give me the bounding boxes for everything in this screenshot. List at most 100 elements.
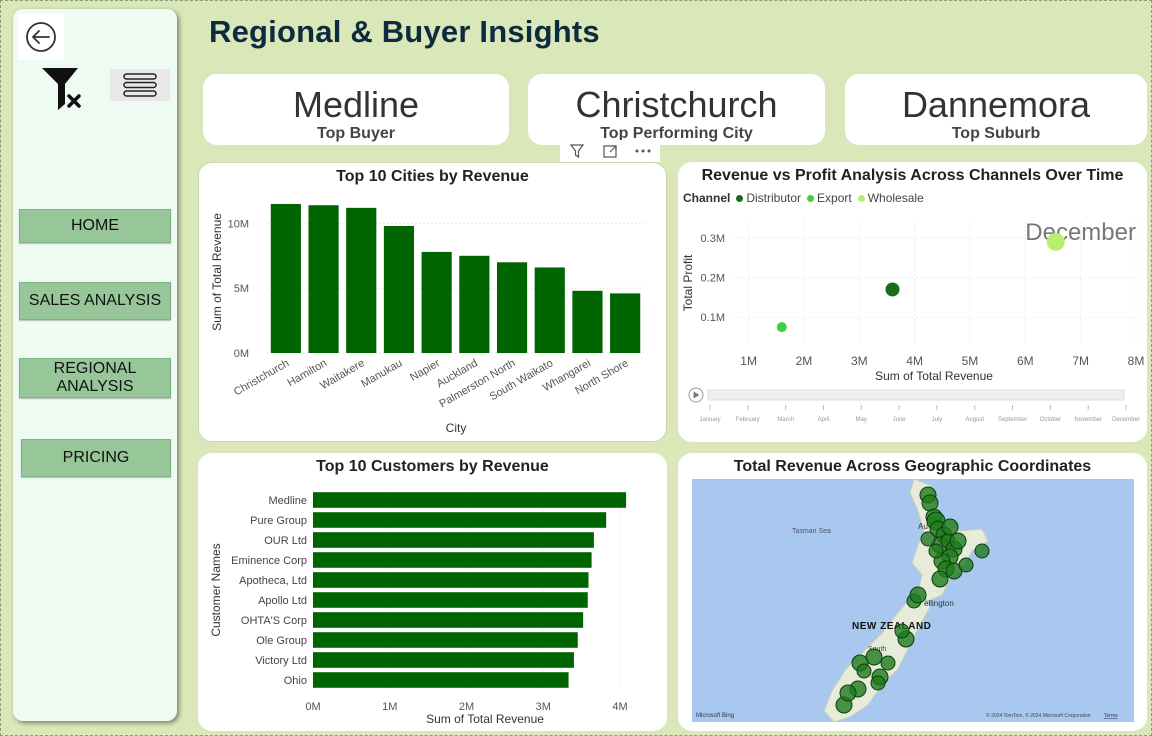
visual-title: Top 10 Customers by Revenue [316,458,549,475]
legend-title: Channel [683,191,731,205]
filter-icon [569,144,584,159]
map-marker [920,531,936,547]
scatter-legend: Channel Distributor Export Wholesale [683,191,924,205]
kpi-value: Christchurch [575,84,778,125]
customers-revenue-visual[interactable]: Top 10 Customers by Revenue 0M 1M 2M 3M 4M Me… [198,453,667,731]
map-marker [931,570,949,588]
map-marker [894,623,910,639]
more-options-button[interactable] [626,140,660,162]
sidebar: HOME SALES ANALYSIS REGIONAL ANALYSIS PR… [13,9,177,721]
scatter-chart: 1M 2M 3M 4M 5M 6M 7M 8M 0.1M 0.2M 0.3M Total Profit… [681,219,1145,423]
visual-title: Total Revenue Across Geographic Coordina… [733,458,1092,475]
bing-logo: Microsoft Bing [696,713,734,719]
focus-mode-icon [603,145,617,158]
city-label: Au [918,522,928,531]
nav-pricing-button[interactable]: PRICING [21,439,171,477]
x-tick-label: 3M [536,701,551,713]
kpi-card-top-suburb[interactable]: Dannemora Top Suburb [845,74,1147,145]
bar [313,612,584,628]
x-tick-label: 1M [740,354,757,368]
bar [313,492,627,508]
bar [313,652,574,668]
play-axis-month-label: March [777,417,794,423]
map-marker [880,655,896,671]
y-tick-label: Medline [268,495,307,507]
kpi-label: Top Suburb [951,125,1041,142]
map-marker [909,586,927,604]
y-tick-label: Victory Ltd [255,655,307,667]
nav-regional-analysis-button[interactable]: REGIONAL ANALYSIS [19,358,171,398]
x-tick-label: 7M [1072,354,1089,368]
x-tick-label: Manukau [359,357,404,390]
cities-revenue-visual[interactable]: Top 10 Cities by Revenue 0M 5M 10M Christch… [198,162,667,442]
play-axis-current-label: December [1025,219,1136,246]
legend-item-wholesale[interactable]: Wholesale [857,191,924,205]
cities-bar-chart: 0M5M10MChristchurchHamiltonWaitakereManu… [210,203,644,435]
sea-label: Tasman Sea [792,528,831,535]
x-tick-label: 8M [1128,354,1145,368]
map-marker [949,532,967,550]
y-tick-label: 10M [228,218,249,230]
y-tick-label: 5M [234,283,249,295]
play-axis-month-label: April [817,417,829,423]
visual-title: Top 10 Cities by Revenue [336,168,529,185]
x-axis-title: City [446,421,467,435]
play-icon [693,391,700,399]
map-marker [941,518,959,536]
y-tick-label: Apotheca, Ltd [239,575,307,587]
map-marker [928,543,944,559]
back-button[interactable] [18,14,64,60]
play-axis-month-label: June [893,417,907,423]
bar [534,267,565,353]
play-axis-month-label: November [1074,417,1102,423]
scatter-point [776,322,787,333]
focus-mode-button[interactable] [593,140,627,162]
clear-filters-button[interactable] [39,66,87,114]
play-axis-month-label: January [699,417,720,423]
y-tick-label: OUR Ltd [264,535,307,547]
x-axis-title: Sum of Total Revenue [875,369,993,383]
x-tick-label: 5M [962,354,979,368]
back-arrow-icon [26,22,56,52]
play-axis-month-label: July [932,417,943,423]
kpi-label: Top Performing City [600,125,753,142]
bar [270,203,301,353]
y-tick-label: Pure Group [250,515,307,527]
y-tick-label: OHTA'S Corp [241,615,307,627]
y-tick-label: Eminence Corp [231,555,307,567]
y-axis-title: Sum of Total Revenue [210,213,224,331]
play-axis-month-label: August [965,417,984,423]
legend-item-distributor[interactable]: Distributor [736,191,801,205]
bar [346,207,377,353]
y-tick-label: Ole Group [256,635,307,647]
y-tick-label: 0.3M [701,233,725,245]
y-tick-label: Ohio [284,675,307,687]
bar [383,225,415,353]
kpi-card-top-buyer[interactable]: Medline Top Buyer [203,74,509,145]
nav-sales-analysis-button[interactable]: SALES ANALYSIS [19,282,171,320]
play-axis-month-label: December [1112,417,1140,423]
revenue-profit-visual[interactable]: Revenue vs Profit Analysis Across Channe… [678,162,1147,442]
x-tick-label: 1M [382,701,397,713]
visual-title: Revenue vs Profit Analysis Across Channe… [701,167,1124,184]
filter-visual-button[interactable] [560,140,594,162]
kpi-card-top-city[interactable]: Christchurch Top Performing City [528,74,825,145]
legend-item-export[interactable]: Export [807,191,852,205]
bar [496,262,528,353]
page-title: Regional & Buyer Insights [209,14,600,49]
x-tick-label: 2M [459,701,474,713]
y-tick-label: 0M [234,348,249,360]
play-axis-month-label: October [1040,417,1061,423]
menu-button[interactable] [110,69,170,101]
kpi-value: Dannemora [901,84,1091,125]
bar [421,251,452,353]
x-tick-label: 2M [796,354,813,368]
city-label: ellington [924,599,954,608]
clear-filter-icon [42,68,81,110]
play-axis-month-label: February [736,417,760,423]
nav-home-button[interactable]: HOME [19,209,171,243]
bar [313,592,588,608]
map-marker [870,675,886,691]
